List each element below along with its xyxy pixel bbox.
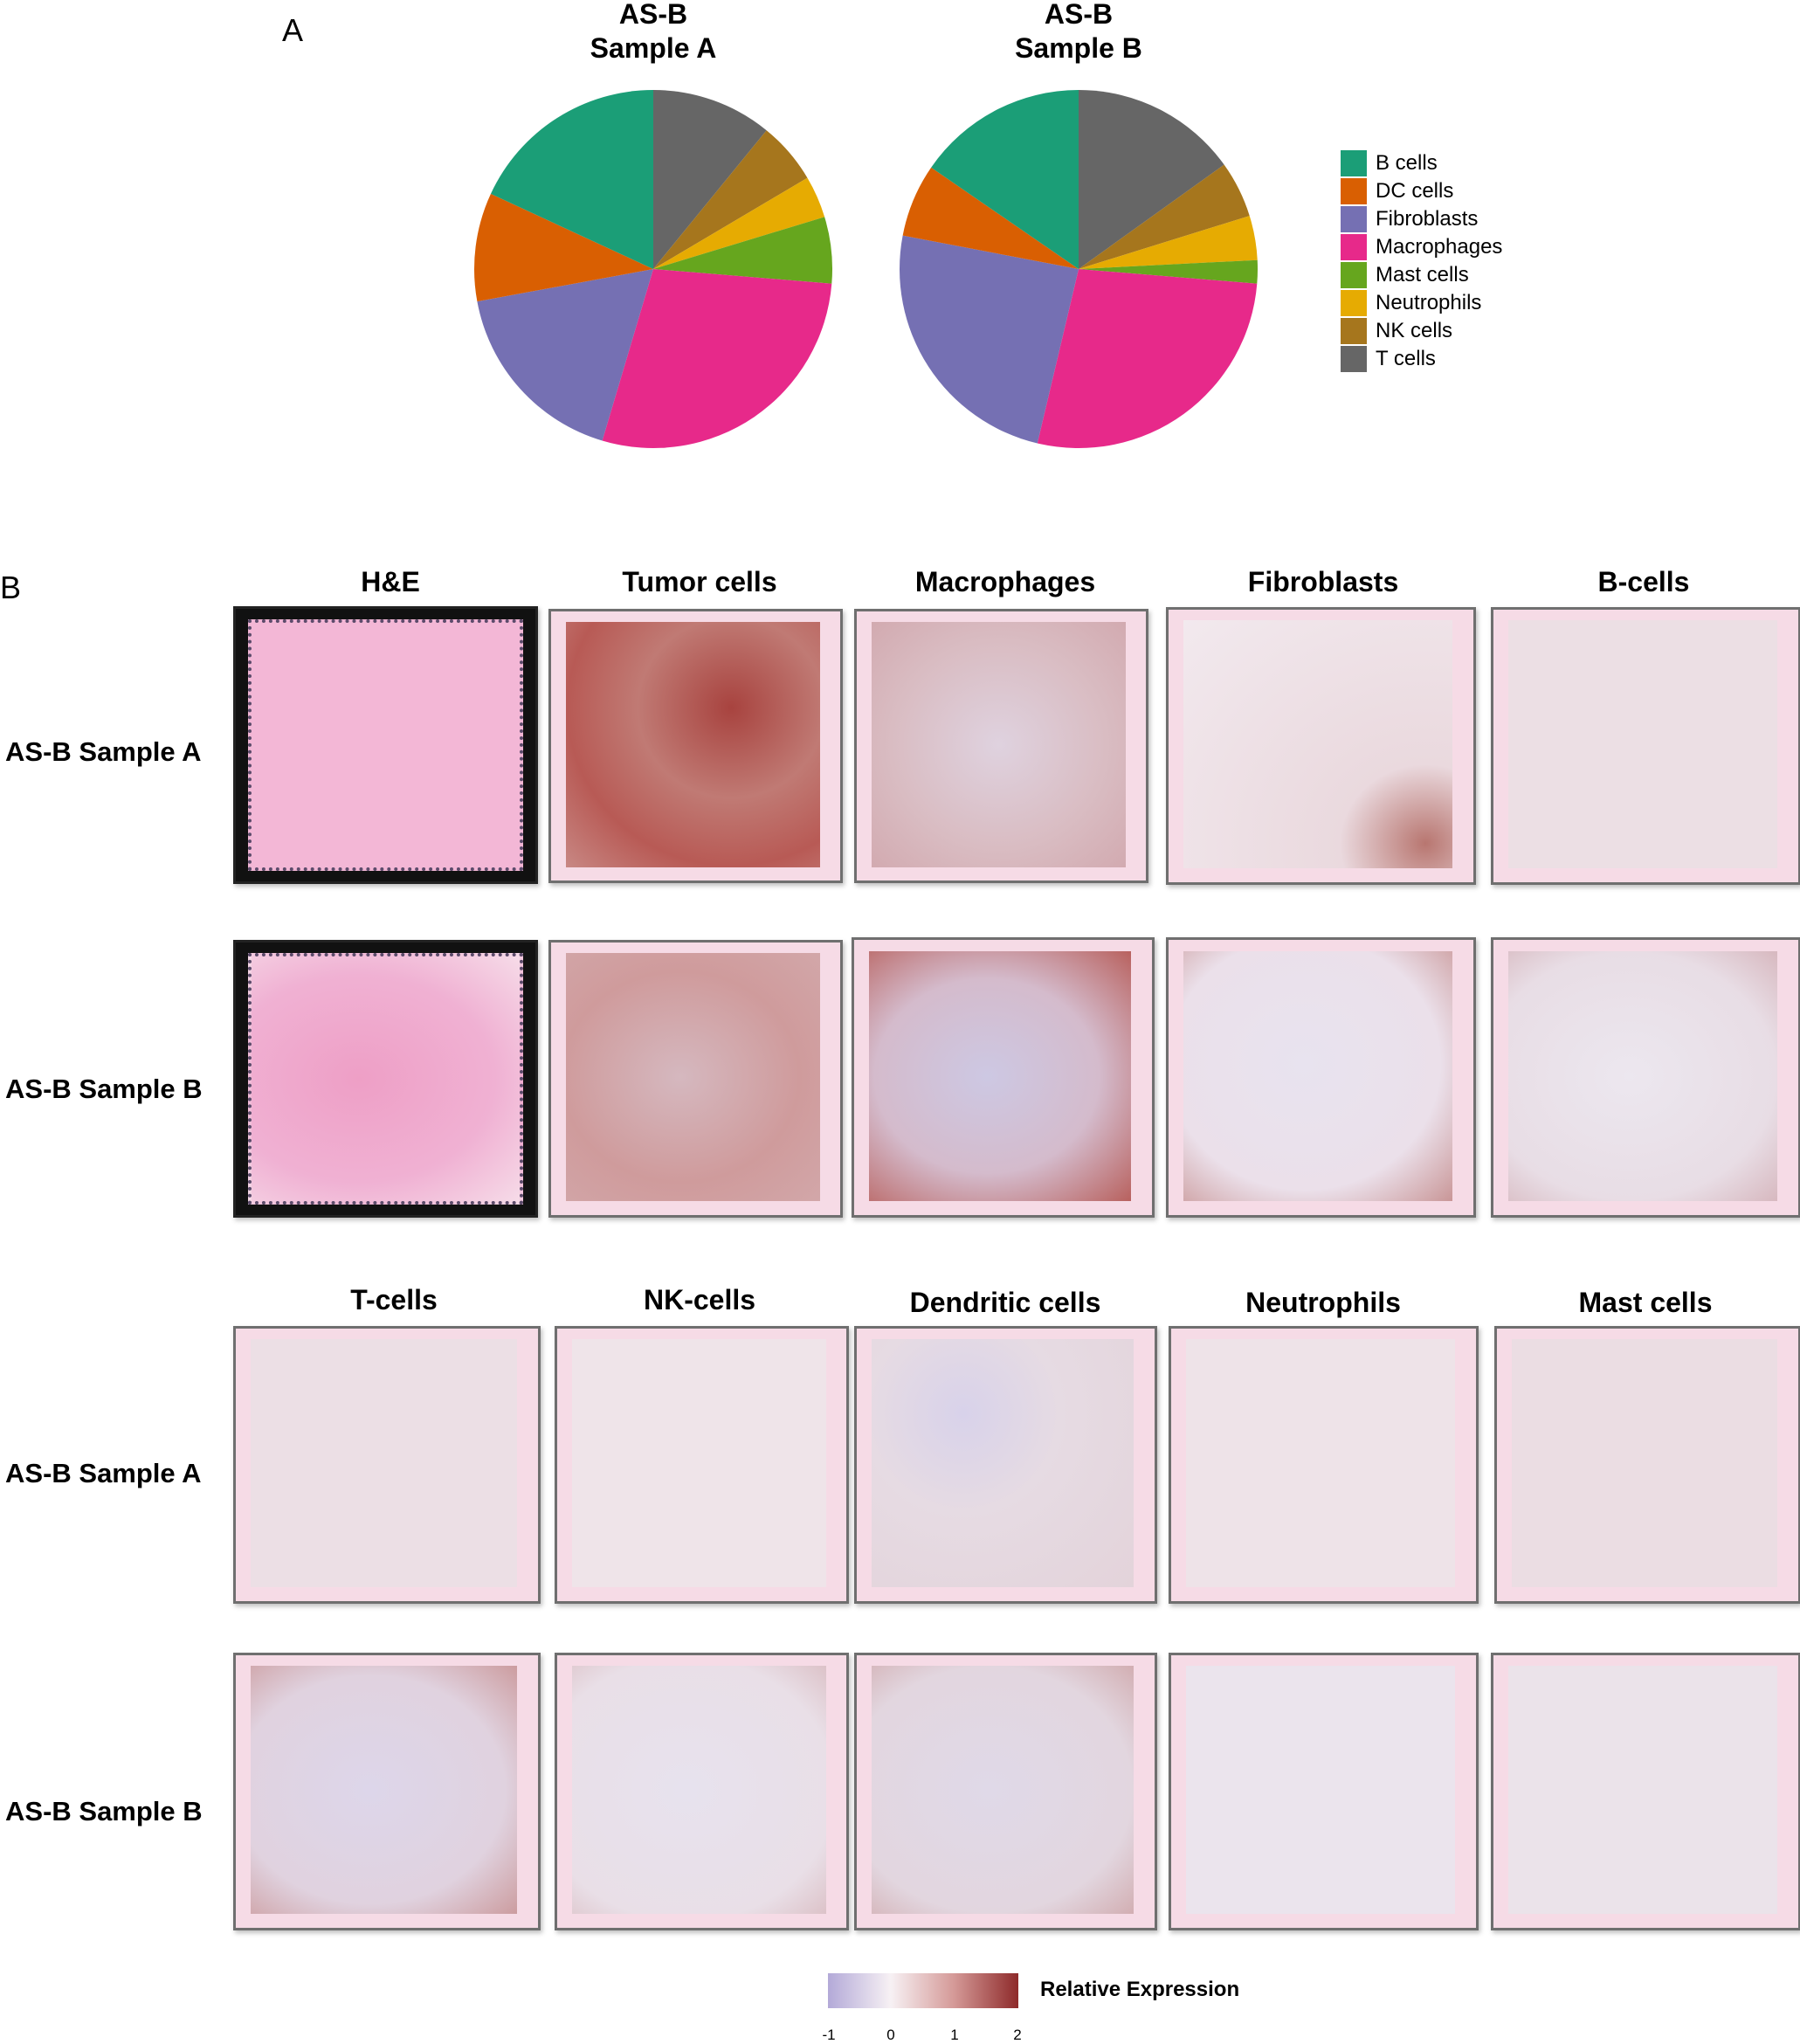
colorbar-tick: -1 [822,2027,836,2043]
pie-slice-fibroblasts [900,235,1079,444]
pie-title-b-line1: AS-B [1044,0,1114,30]
row-label-g1-sample-b: AS-B Sample B [5,1074,203,1104]
legend-swatch [1341,262,1367,288]
row-label-g1-sample-a: AS-B Sample A [5,736,202,767]
colorbar-tick: 1 [950,2027,959,2043]
legend-label: Mast cells [1376,263,1469,287]
legend-swatch [1341,318,1367,344]
pie-slice-t-cells [1079,90,1224,269]
colorbar-tick: 2 [1013,2027,1022,2043]
legend-swatch [1341,290,1367,316]
pie-slice-dc-cells [474,193,653,302]
col-title-neutrophils: Neutrophils [1245,1287,1401,1318]
colorbar-title: Relative Expression [1040,1978,1240,2001]
spatial-map-mast-cells-sample-a [1494,1326,1800,1604]
legend-item-mast-cells: Mast cells [1341,261,1502,289]
pie-slice-neutrophils [1079,216,1258,269]
legend-swatch [1341,234,1367,260]
col-title-mast-cells: Mast cells [1578,1287,1713,1318]
row-label-g2-sample-a: AS-B Sample A [5,1458,202,1488]
pie-slice-macrophages [1037,269,1258,448]
spatial-map-dendritic-cells-sample-b [854,1653,1157,1930]
pie-title-a-line2: Sample A [590,32,717,64]
legend-item-dc-cells: DC cells [1341,177,1502,205]
spatial-map-nk-cells-sample-b [555,1653,849,1930]
pie-slice-neutrophils [653,177,825,269]
pie-title-sample-a: AS-B Sample A [470,0,837,66]
col-title-macrophages: Macrophages [914,566,1096,597]
spatial-map-neutrophils-sample-b [1169,1653,1479,1930]
pie-slice-mast-cells [1079,259,1258,284]
legend-label: DC cells [1376,179,1454,203]
legend-label: T cells [1376,347,1436,370]
col-title-fibroblasts: Fibroblasts [1247,566,1399,597]
pie-slice-t-cells [653,90,767,269]
col-title-b-cells: B-cells [1597,566,1690,597]
pie-slice-nk-cells [1079,164,1250,269]
spatial-map-fibroblasts-sample-a [1166,607,1476,885]
spatial-map-tumor-sample-b [548,940,843,1218]
pie-title-a-line1: AS-B [618,0,688,30]
pie-slice-b-cells [490,89,653,269]
panel-b-label: B [0,570,22,605]
legend-item-b-cells: B cells [1341,149,1502,177]
he-tissue-image-sample-a [233,606,538,884]
col-title-tumor-cells: Tumor cells [622,566,777,597]
spatial-map-t-cells-sample-b [233,1653,541,1930]
legend-swatch [1341,178,1367,204]
spatial-map-dendritic-cells-sample-a [854,1326,1157,1604]
col-title-he: H&E [361,566,420,597]
pie-slice-nk-cells [653,130,808,269]
spatial-map-macrophages-sample-b [852,937,1155,1218]
spatial-map-neutrophils-sample-a [1169,1326,1479,1604]
pie-title-b-line2: Sample B [1015,32,1142,64]
legend-label: B cells [1376,151,1438,175]
spatial-map-macrophages-sample-a [854,609,1148,883]
legend-item-macrophages: Macrophages [1341,233,1502,261]
pie-legend: B cells DC cells Fibroblasts Macrophages… [1341,149,1502,373]
spatial-map-nk-cells-sample-a [555,1326,849,1604]
spatial-map-b-cells-sample-b [1491,937,1800,1218]
legend-item-nk-cells: NK cells [1341,317,1502,345]
legend-swatch [1341,346,1367,372]
col-title-t-cells: T-cells [350,1284,438,1315]
pie-slice-macrophages [602,269,832,448]
legend-item-t-cells: T cells [1341,345,1502,373]
row-label-g2-sample-b: AS-B Sample B [5,1796,203,1826]
col-title-dendritic-cells: Dendritic cells [909,1287,1101,1318]
panel-a-label: A [282,12,304,48]
legend-swatch [1341,206,1367,232]
he-tissue-image-sample-b [233,940,538,1218]
legend-item-fibroblasts: Fibroblasts [1341,205,1502,233]
pie-chart-sample-b [900,90,1258,448]
relative-expression-colorbar [828,1973,1018,2008]
spatial-map-t-cells-sample-a [233,1326,541,1604]
col-title-nk-cells: NK-cells [643,1284,756,1315]
pie-chart-sample-a [474,89,832,448]
legend-item-neutrophils: Neutrophils [1341,289,1502,317]
colorbar-tick: 0 [886,2027,895,2043]
legend-label: Macrophages [1376,235,1503,259]
legend-label: NK cells [1376,319,1453,342]
pie-title-sample-b: AS-B Sample B [895,0,1262,66]
pie-slice-mast-cells [653,217,832,284]
legend-swatch [1341,150,1367,176]
legend-label: Neutrophils [1376,291,1482,314]
pie-slice-fibroblasts [477,269,653,441]
pie-slice-b-cells [931,90,1079,269]
spatial-map-mast-cells-sample-b [1491,1653,1800,1930]
pie-slice-dc-cells [902,167,1079,269]
legend-label: Fibroblasts [1376,207,1479,231]
spatial-map-fibroblasts-sample-b [1166,937,1476,1218]
spatial-map-b-cells-sample-a [1491,607,1800,885]
spatial-map-tumor-sample-a [548,609,843,883]
